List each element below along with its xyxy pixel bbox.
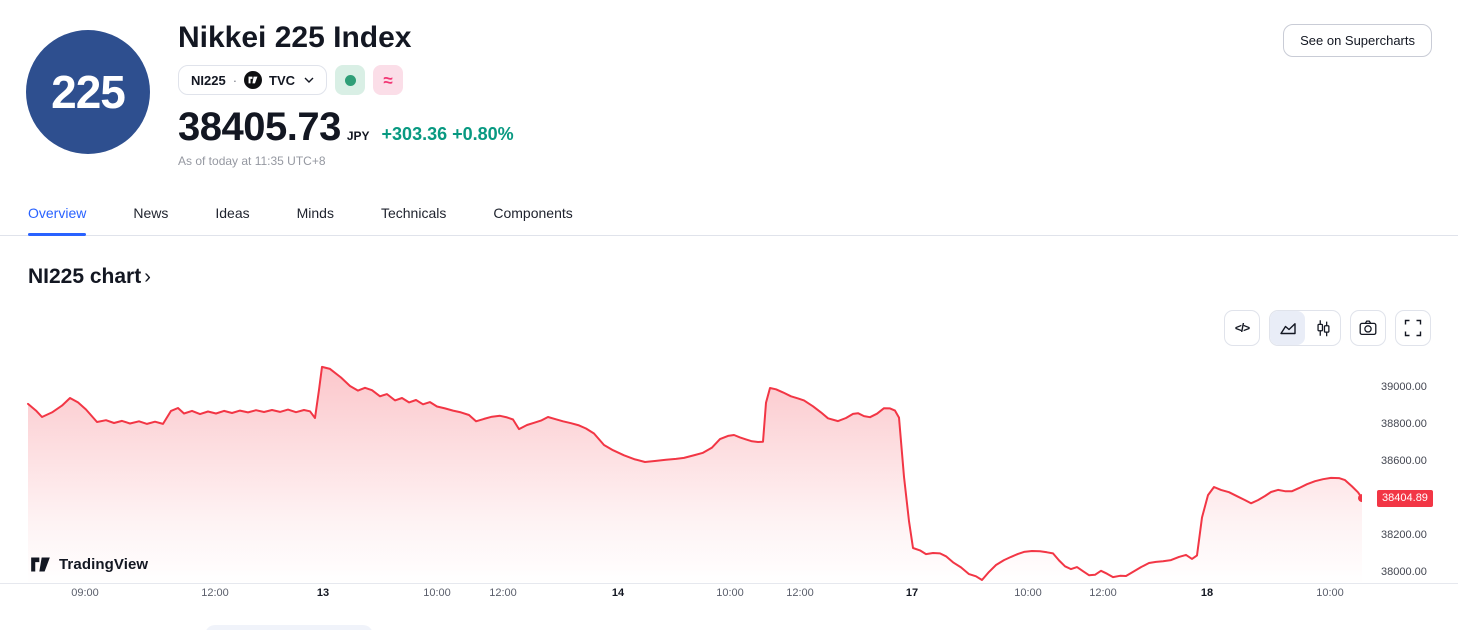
area-chart-icon — [1279, 323, 1296, 335]
page-title: Nikkei 225 Index — [178, 21, 412, 54]
area-chart-type-button[interactable] — [1270, 311, 1305, 345]
tradingview-logo-icon — [244, 71, 263, 89]
time-axis-separator — [0, 583, 1458, 584]
time-scale-label: 17 — [905, 587, 919, 599]
tab-news[interactable]: News — [133, 205, 169, 221]
chart-type-toggle — [1269, 310, 1341, 346]
price-scale-label: 38600.00 — [1381, 455, 1427, 467]
tab-minds[interactable]: Minds — [296, 205, 334, 221]
chart-toolbar: </> — [1224, 310, 1431, 346]
time-scale-label: 18 — [1200, 587, 1214, 599]
symbol-tabs: Overview News Ideas Minds Technicals Componen… — [0, 199, 1458, 236]
candles-chart-type-button[interactable] — [1305, 311, 1340, 345]
tab-technicals[interactable]: Technicals — [380, 205, 447, 221]
symbol-ticker: NI225 — [191, 72, 226, 88]
time-scale-label: 12:00 — [1089, 587, 1117, 599]
time-scale-label: 09:00 — [71, 587, 99, 599]
tradingview-watermark-link[interactable]: TradingView — [30, 556, 148, 573]
time-scale[interactable]: 09:00 12:00 13 10:00 12:00 14 10:00 12:00 17 10:0… — [0, 587, 1362, 605]
see-on-supercharts-button[interactable]: See on Supercharts — [1283, 24, 1432, 57]
fullscreen-icon — [1404, 319, 1422, 337]
watermark-text: TradingView — [59, 556, 149, 573]
chart-section-link[interactable]: NI225 chart › — [28, 265, 151, 289]
tab-overview[interactable]: Overview — [28, 205, 87, 236]
symbol-meta-row: NI225 · TVC ≈ — [178, 65, 514, 95]
time-scale-label: 10:00 — [1014, 587, 1042, 599]
price-scale-label: 38200.00 — [1381, 529, 1427, 541]
camera-icon — [1359, 320, 1377, 336]
market-open-indicator[interactable] — [335, 65, 366, 95]
fullscreen-button[interactable] — [1395, 310, 1431, 346]
time-scale-label: 10:00 — [1316, 587, 1344, 599]
area-chart — [27, 365, 1366, 584]
symbol-logo: 225 — [26, 30, 150, 154]
price-chart[interactable] — [0, 355, 1366, 585]
tradingview-logo-icon — [31, 557, 50, 572]
last-price-badge: 38404.89 — [1377, 489, 1433, 507]
time-scale-label: 10:00 — [716, 587, 744, 599]
time-scale-label: 12:00 — [786, 587, 814, 599]
code-icon: </> — [1234, 321, 1250, 335]
price-change: +303.36 +0.80% — [381, 124, 514, 144]
price-scale-label: 38800.00 — [1381, 418, 1427, 430]
screenshot-button[interactable] — [1350, 310, 1386, 346]
time-scale-label: 13 — [316, 587, 330, 599]
price-line — [27, 365, 1363, 581]
chevron-down-icon — [304, 77, 314, 83]
price-currency: JPY — [346, 129, 370, 143]
embed-code-button[interactable]: </> — [1224, 310, 1260, 346]
chart-section-title: NI225 chart — [28, 265, 142, 288]
price-row: 38405.73 JPY +303.36 +0.80% — [178, 107, 514, 147]
symbol-header: Nikkei 225 Index NI225 · TVC ≈ 38405.7 — [178, 20, 514, 168]
last-price: 38405.73 — [178, 105, 341, 149]
chevron-right-icon: › — [144, 266, 151, 288]
approximation-flag[interactable]: ≈ — [373, 65, 404, 95]
symbol-source-dropdown[interactable]: NI225 · TVC — [178, 65, 328, 95]
candles-icon — [1316, 320, 1330, 337]
symbol-logo-text: 225 — [51, 66, 126, 118]
exchange-name: TVC — [269, 72, 296, 88]
area-fill — [28, 366, 1362, 584]
price-timestamp: As of today at 11:35 UTC+8 — [178, 154, 326, 168]
price-scale-label: 39000.00 — [1381, 381, 1427, 393]
time-scale-label: 12:00 — [489, 587, 517, 599]
approx-icon: ≈ — [383, 70, 393, 90]
time-scale-label: 12:00 — [201, 587, 229, 599]
time-scale-label: 10:00 — [423, 587, 451, 599]
dot-separator: · — [232, 72, 238, 88]
market-open-dot-icon — [344, 74, 356, 86]
price-scale-label: 38000.00 — [1381, 566, 1427, 578]
time-scale-label: 14 — [611, 587, 625, 599]
price-scale[interactable]: 39000.00 38800.00 38600.00 38200.00 38000.00… — [1366, 355, 1458, 585]
below-fold-element[interactable] — [205, 625, 373, 630]
tab-ideas[interactable]: Ideas — [215, 205, 250, 221]
tab-components[interactable]: Components — [493, 205, 573, 221]
